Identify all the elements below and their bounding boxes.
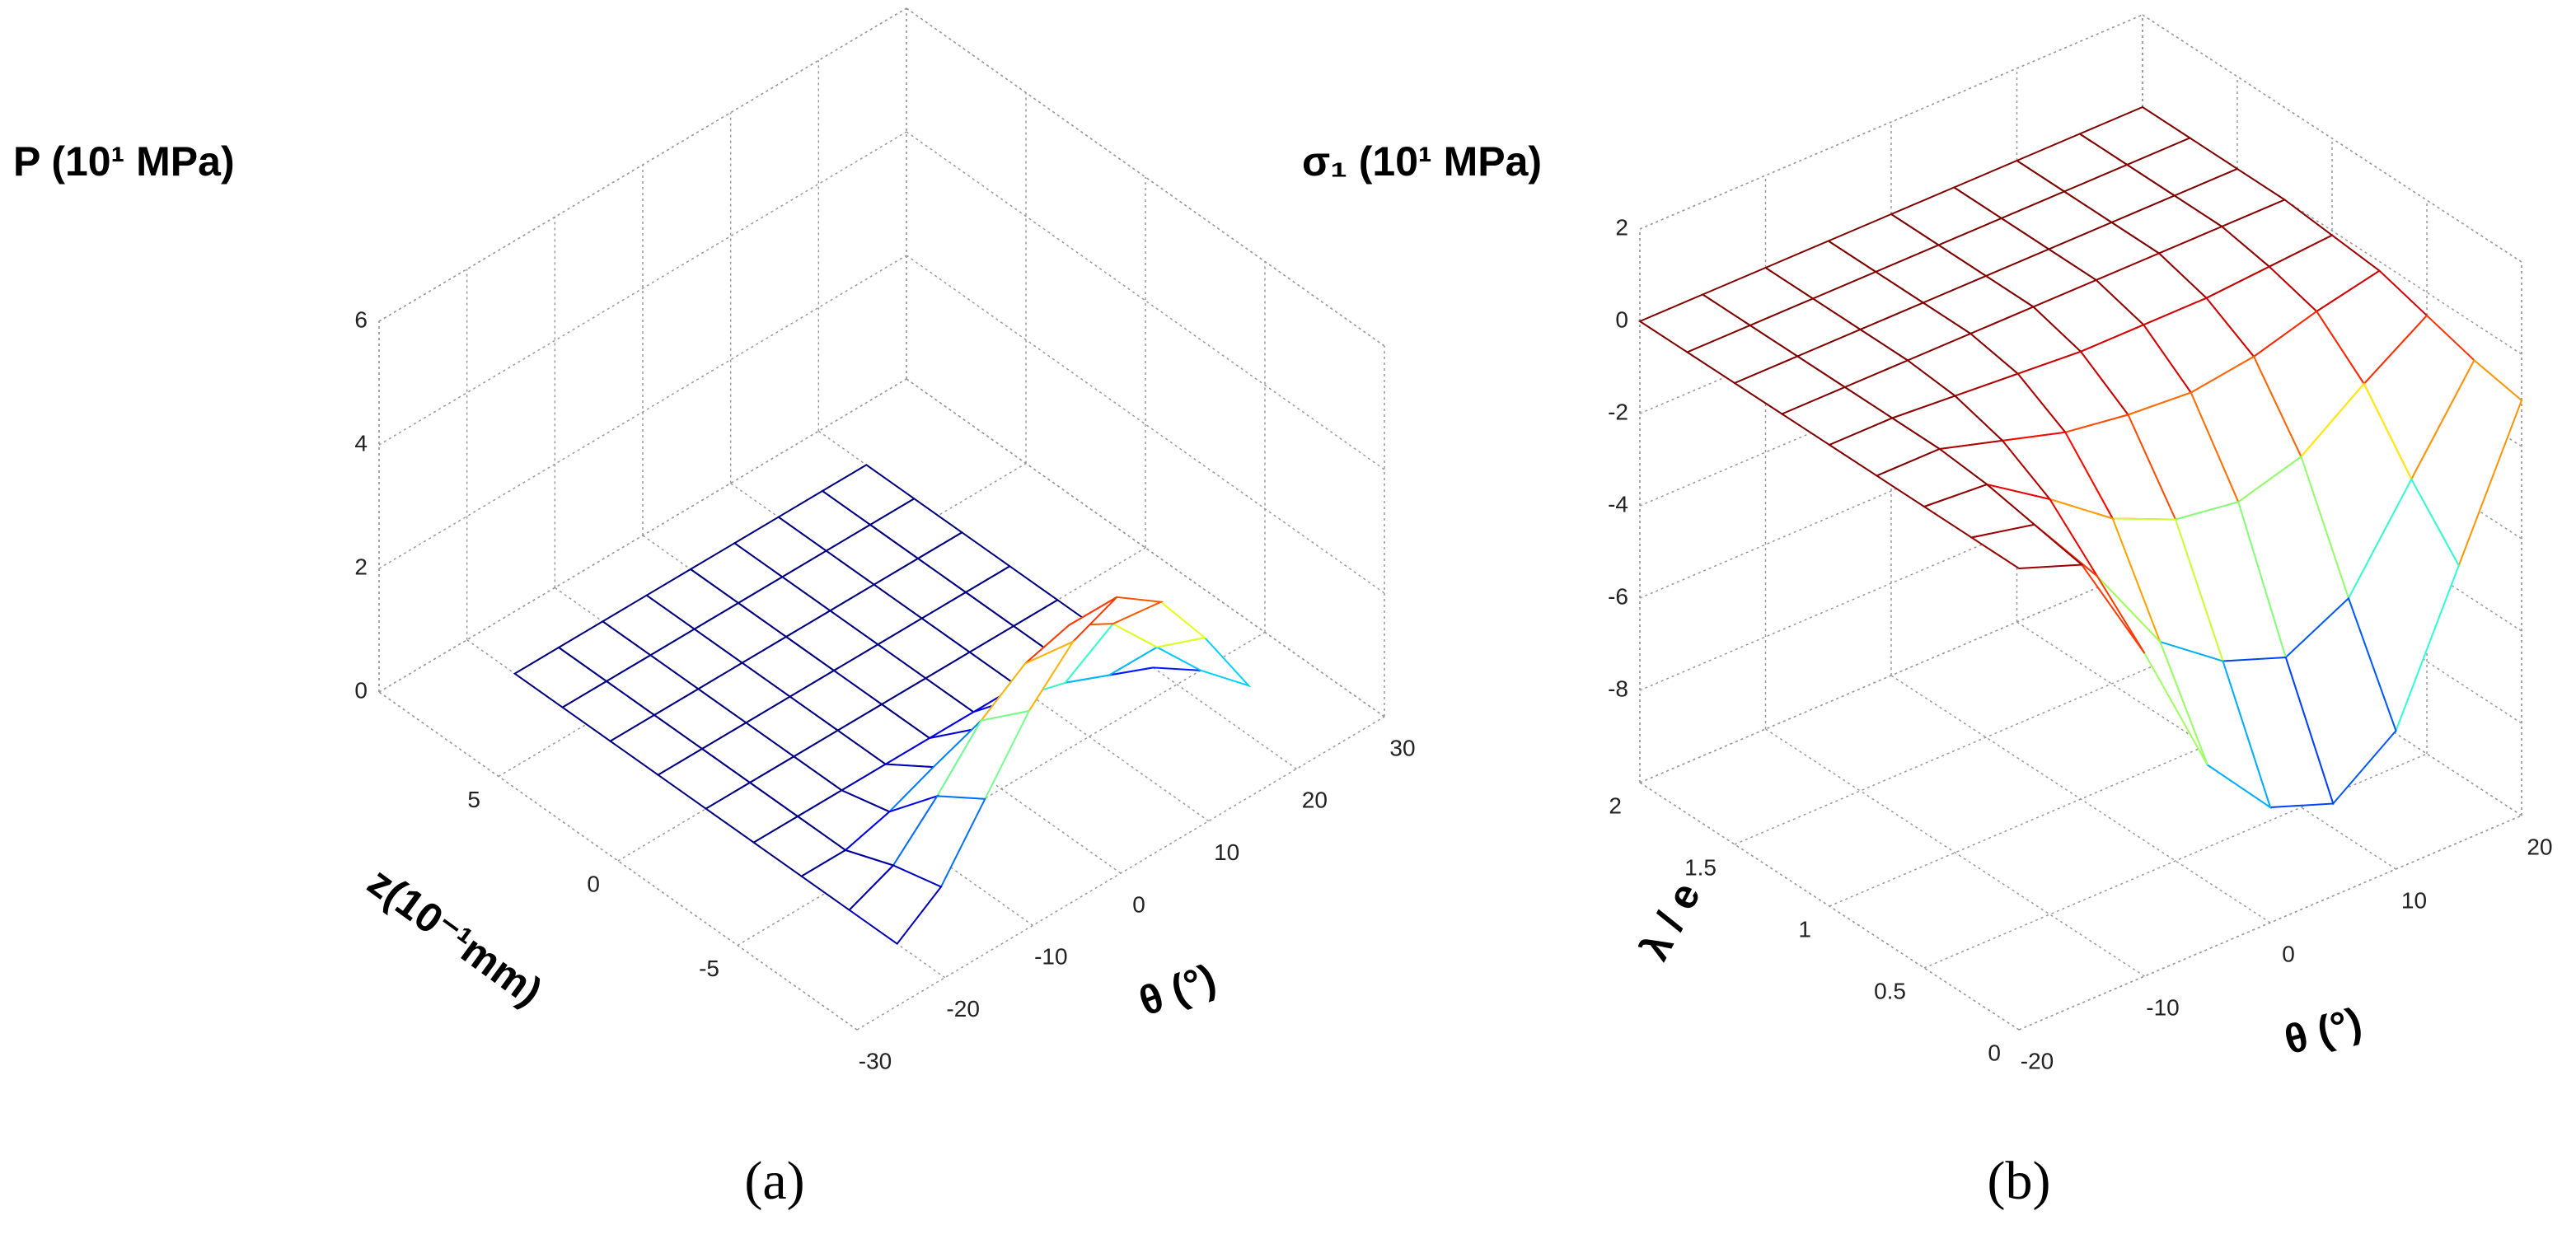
z-tick-label: -4 [1608,491,1628,517]
x-tick-label: -20 [2021,1048,2054,1073]
y-tick-label: 0 [587,871,600,896]
x-tick-label: -10 [2146,994,2179,1020]
grid-line [1923,753,2428,969]
z-tick-label: 0 [1615,306,1628,332]
y-tick-label: 2 [1609,792,1622,818]
grid-line [1639,475,2143,691]
x-tick-label: 20 [2527,834,2552,859]
x-tick-label: 0 [2282,941,2295,966]
x-axis-label: θ (°) [2279,998,2367,1063]
x-tick-label: 20 [1302,788,1328,813]
y-tick-label: 0 [1988,1040,2001,1065]
grid-line [378,131,907,446]
grid-line [737,631,1266,947]
z-tick-label: 0 [354,677,368,703]
x-tick-label: 10 [2401,887,2427,913]
grid-line [1639,383,2143,599]
chart-title: σ₁ (10¹ MPa) [1302,138,1542,185]
x-tick-label: -30 [859,1048,892,1073]
grid-line [2018,815,2522,1031]
x-tick-label: -10 [1034,944,1067,970]
y-axis-label: λ / e [1631,875,1709,967]
grid-line [1734,629,2238,845]
grid-line [378,378,907,693]
x-tick-label: -20 [946,996,979,1022]
y-axis-label: z(10⁻¹mm) [359,858,550,1015]
surface-cell [848,864,943,946]
grid-line [2142,14,2522,263]
x-tick-label: 30 [1389,735,1415,760]
z-tick-label: 6 [354,306,368,332]
grid-line [1639,568,2143,783]
z-tick-label: -8 [1608,676,1628,701]
y-tick-label: 0.5 [1874,978,1906,1003]
grid-line [1829,691,2333,907]
surface-cell [1969,523,2084,570]
chart-title: P (10¹ MPa) [13,138,235,185]
y-tick-label: 1 [1798,916,1811,942]
x-tick-label: 10 [1214,839,1239,865]
z-tick-label: -6 [1608,583,1628,609]
grid-line [1639,14,2143,230]
grid-line [378,7,907,322]
z-tick-label: 4 [354,430,368,456]
x-axis-label: θ (°) [1133,955,1222,1025]
y-tick-label: 5 [467,787,480,812]
x-tick-label: 0 [1132,891,1145,917]
caption: (b) [1988,1151,2051,1211]
y-tick-label: -5 [699,956,719,981]
z-tick-label: 2 [354,554,368,579]
grid-line [378,255,907,569]
grid-line [1765,728,2145,977]
z-tick-label: 2 [1615,214,1628,240]
z-tick-label: -2 [1608,399,1628,424]
y-tick-label: 1.5 [1684,854,1717,880]
caption: (a) [744,1151,804,1211]
